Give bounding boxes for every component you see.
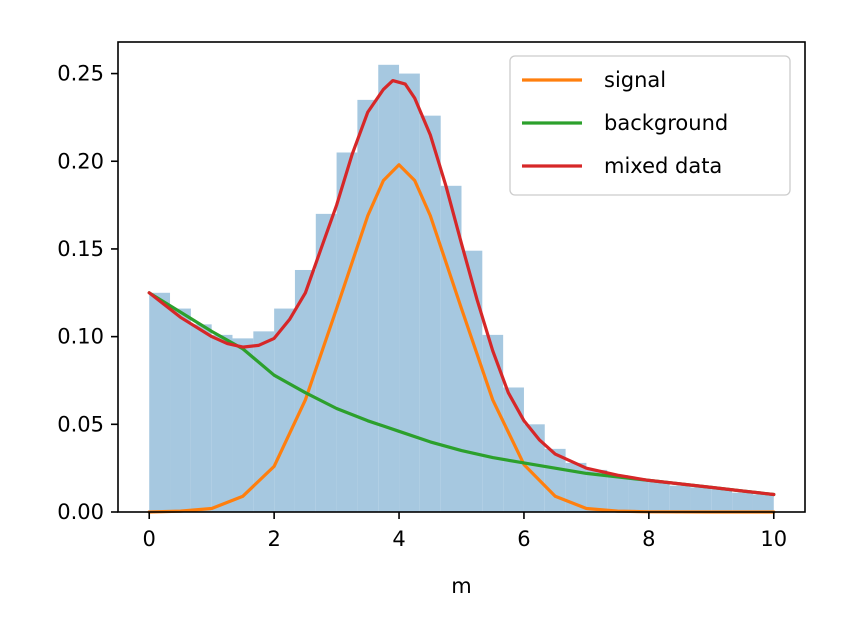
x-tick-label: 0 [143,527,156,551]
x-tick-label: 4 [392,527,405,551]
histogram-bar [648,482,670,512]
y-axis: 0.00 0.05 0.10 0.15 0.20 0.25 [57,62,118,524]
plot-frame [117,41,806,513]
series-line-signal [147,163,776,514]
histogram-bar [461,250,483,512]
x-tick-label: 6 [517,527,530,551]
legend-label: background [604,111,728,135]
histogram-bar [170,308,191,512]
histogram-bar [482,334,504,512]
histogram-bar [503,387,524,512]
histogram-bar [669,485,691,512]
histogram-bars [149,64,774,513]
histogram-bar [752,494,774,512]
legend-box [509,55,791,196]
histogram-bar [274,308,295,512]
x-tick-label: 8 [642,527,655,551]
histogram-bar [690,487,712,512]
histogram-bar [440,185,462,512]
series-line-mixed-data [147,78,776,497]
x-tick-label: 10 [760,527,787,551]
histogram-bar [378,64,400,512]
histogram-bar [149,292,171,512]
histogram-bar [232,338,254,512]
histogram-bar [711,489,733,512]
histogram-bar [544,448,566,512]
histogram-bar [607,475,629,512]
histogram-bar [732,492,753,512]
y-tick-label: 0.10 [57,325,104,349]
y-tick-label: 0.15 [57,237,104,261]
legend-label: mixed data [604,154,722,178]
legend: signal background mixed data [509,55,791,196]
histogram-bar [253,331,275,512]
y-tick-label: 0.25 [57,62,104,86]
histogram-bar [336,152,358,512]
y-tick-label: 0.20 [57,149,104,173]
histogram-bar [523,424,545,512]
y-tick-label: 0.00 [57,500,104,524]
histogram-bar [399,73,420,512]
histogram-bar [419,115,441,513]
series-lines [147,78,776,514]
histogram-bar [628,478,649,512]
histogram-bar [211,334,233,512]
histogram-bar [190,324,212,512]
x-axis: 0 2 4 6 8 10 [143,512,787,551]
histogram-bar [315,213,337,513]
histogram-bar [586,469,608,512]
legend-label: signal [604,68,666,92]
y-tick-label: 0.05 [57,412,104,436]
histogram-bar [565,462,587,512]
x-axis-label: m [451,574,471,598]
histogram-bar [357,99,379,512]
x-tick-label: 2 [267,527,280,551]
